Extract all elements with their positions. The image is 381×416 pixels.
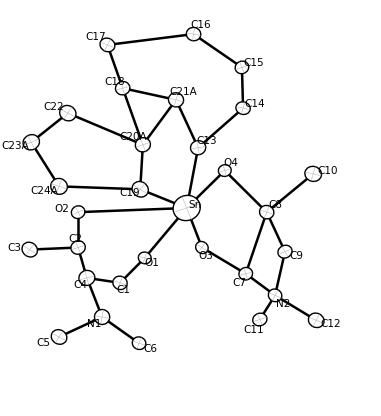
Ellipse shape: [168, 93, 184, 107]
Text: C6: C6: [144, 344, 157, 354]
Ellipse shape: [132, 337, 146, 349]
Ellipse shape: [278, 245, 292, 258]
Ellipse shape: [71, 206, 85, 218]
Text: C5: C5: [37, 338, 51, 348]
Ellipse shape: [259, 206, 274, 219]
Text: C1: C1: [117, 285, 131, 295]
Text: C13: C13: [196, 136, 217, 146]
Text: C3: C3: [8, 243, 21, 253]
Text: C12: C12: [320, 319, 341, 329]
Text: N1: N1: [86, 319, 101, 329]
Ellipse shape: [51, 178, 67, 194]
Ellipse shape: [190, 141, 206, 155]
Ellipse shape: [186, 27, 201, 41]
Ellipse shape: [268, 289, 282, 302]
Ellipse shape: [218, 165, 231, 176]
Text: C18: C18: [104, 77, 125, 87]
Text: C16: C16: [190, 20, 211, 30]
Text: C17: C17: [86, 32, 106, 42]
Ellipse shape: [135, 138, 150, 152]
Ellipse shape: [23, 135, 40, 150]
Ellipse shape: [308, 313, 324, 327]
Text: C7: C7: [232, 278, 246, 288]
Ellipse shape: [71, 241, 85, 254]
Text: O3: O3: [198, 251, 213, 261]
Ellipse shape: [305, 166, 322, 181]
Text: O1: O1: [144, 258, 159, 268]
Text: C8: C8: [268, 200, 282, 210]
Ellipse shape: [115, 82, 130, 95]
Ellipse shape: [173, 196, 200, 220]
Ellipse shape: [236, 102, 250, 114]
Text: N2: N2: [275, 299, 290, 309]
Text: C4: C4: [73, 280, 87, 290]
Ellipse shape: [235, 61, 249, 74]
Ellipse shape: [94, 310, 110, 324]
Text: C20A: C20A: [120, 132, 147, 142]
Text: C19: C19: [119, 188, 140, 198]
Ellipse shape: [239, 267, 253, 280]
Ellipse shape: [138, 252, 151, 264]
Text: C2: C2: [68, 234, 82, 244]
Ellipse shape: [60, 105, 76, 121]
Text: O2: O2: [54, 204, 70, 214]
Text: O4: O4: [223, 158, 238, 168]
Ellipse shape: [132, 181, 148, 197]
Text: C9: C9: [290, 251, 303, 261]
Text: C21A: C21A: [169, 87, 197, 97]
Text: C23A: C23A: [2, 141, 29, 151]
Text: C22: C22: [43, 102, 64, 112]
Text: C24A: C24A: [30, 186, 58, 196]
Ellipse shape: [22, 242, 37, 257]
Text: C11: C11: [244, 325, 264, 335]
Text: C14: C14: [244, 99, 265, 109]
Text: C15: C15: [243, 58, 264, 68]
Text: C10: C10: [317, 166, 338, 176]
Ellipse shape: [79, 270, 95, 285]
Text: Sn: Sn: [189, 200, 202, 210]
Ellipse shape: [100, 38, 115, 52]
Ellipse shape: [51, 329, 67, 344]
Ellipse shape: [113, 276, 127, 290]
Ellipse shape: [253, 313, 267, 326]
Ellipse shape: [196, 241, 208, 254]
